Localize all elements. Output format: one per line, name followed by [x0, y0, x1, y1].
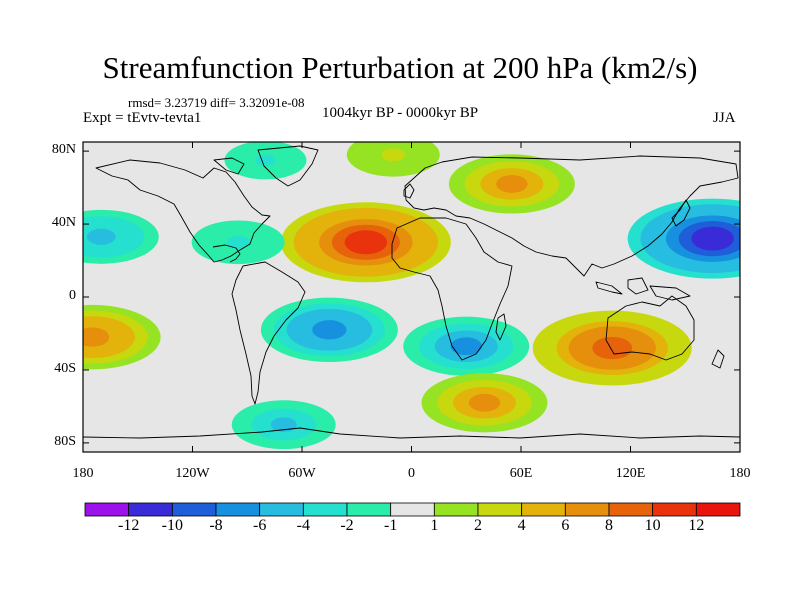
colorbar-swatch	[433, 502, 479, 517]
streamfunction-field	[83, 142, 740, 450]
field-contour-southern-ocean-low	[270, 417, 297, 432]
coastline-africa	[391, 217, 513, 361]
lat-label: 80S	[54, 433, 76, 449]
field-contour-southern-ocean-high	[468, 393, 501, 412]
coastline-south-america	[231, 261, 306, 405]
coastline-indonesia	[595, 277, 691, 301]
field-contour-australia-high	[592, 336, 633, 360]
colorbar-label: 12	[688, 517, 705, 534]
lon-label: 120W	[175, 466, 210, 481]
coastline-australia	[605, 295, 695, 361]
colorbar-swatch	[477, 502, 523, 517]
field-contour-south-indian-low	[450, 337, 482, 356]
coastline-new-zealand	[711, 349, 725, 369]
coastline-baffin	[213, 157, 245, 175]
colorbar-swatch	[564, 502, 610, 517]
colorbar-label: -8	[209, 517, 223, 534]
colorbar-swatch	[171, 502, 217, 517]
colorbar-label: -12	[117, 517, 140, 534]
lat-label: 40S	[54, 360, 76, 376]
stats-line: rmsd= 3.23719 diff= 3.32091e-08	[128, 95, 305, 110]
colorbar	[84, 502, 741, 517]
field-contour-east-pacific-low	[86, 228, 116, 245]
field-contour-north-atlantic-high	[344, 230, 388, 255]
lon-label: 60E	[509, 466, 533, 481]
colorbar-swatch	[608, 502, 654, 517]
period-label: 1004kyr BP - 0000kyr BP	[322, 105, 479, 121]
lon-label: 0	[408, 466, 415, 481]
colorbar-swatch	[652, 502, 697, 517]
field-contour-south-pacific-high	[83, 327, 110, 347]
lat-label: 40N	[51, 215, 76, 231]
colorbar-label: -6	[252, 517, 267, 534]
colorbar-swatch	[215, 502, 261, 517]
field-contour-arctic-canada-low	[255, 154, 276, 166]
field-contour-arctic-high	[381, 148, 405, 162]
colorbar-swatch	[259, 502, 304, 517]
coastlines	[83, 145, 740, 439]
experiment-label: Expt = tEvtv-tevta1	[83, 110, 202, 126]
field-contour-south-atlantic-low	[312, 320, 347, 340]
colorbar-label: -10	[161, 517, 183, 534]
coastline-gulf-of-mexico	[212, 244, 241, 263]
coastline-antarctica	[83, 427, 740, 439]
field-contour-central-america-low	[226, 235, 250, 249]
axis-ticks	[82, 142, 741, 452]
colorbar-label: 8	[605, 517, 613, 534]
colorbar-swatch	[128, 502, 173, 517]
season-label: JJA	[713, 110, 736, 126]
coastline-greenland	[257, 145, 319, 187]
colorbar-swatch	[84, 502, 130, 517]
colorbar-swatch	[346, 502, 392, 517]
lon-label: 180	[72, 466, 94, 481]
field-contour-north-pacific-low	[691, 226, 734, 251]
coastline-madagascar	[495, 313, 507, 341]
lat-label: 80N	[51, 142, 76, 158]
field-contour-east-europe-high	[496, 175, 528, 193]
colorbar-swatch	[302, 502, 348, 517]
colorbar-label: -2	[340, 517, 354, 534]
coastline-europe-asia	[404, 155, 739, 277]
chart-title: Streamfunction Perturbation at 200 hPa (…	[102, 50, 698, 85]
colorbar-swatch	[521, 502, 566, 517]
colorbar-label: 2	[474, 517, 482, 534]
colorbar-label: 6	[561, 517, 570, 534]
lon-label: 120E	[615, 466, 646, 481]
coastline-uk	[403, 183, 415, 199]
map-background	[83, 142, 740, 452]
colorbar-label: 1	[430, 517, 439, 534]
colorbar-label: 10	[644, 517, 661, 534]
colorbar-label: 4	[517, 517, 526, 534]
coastline-japan	[671, 199, 691, 227]
colorbar-label: -4	[296, 517, 310, 534]
colorbar-swatch	[390, 502, 435, 517]
lon-label: 60W	[288, 466, 316, 481]
lat-label: 0	[69, 288, 76, 303]
colorbar-swatch	[695, 502, 741, 517]
coastline-north-america	[95, 159, 271, 263]
colorbar-label: -1	[383, 517, 398, 534]
lon-label: 180	[729, 466, 751, 481]
